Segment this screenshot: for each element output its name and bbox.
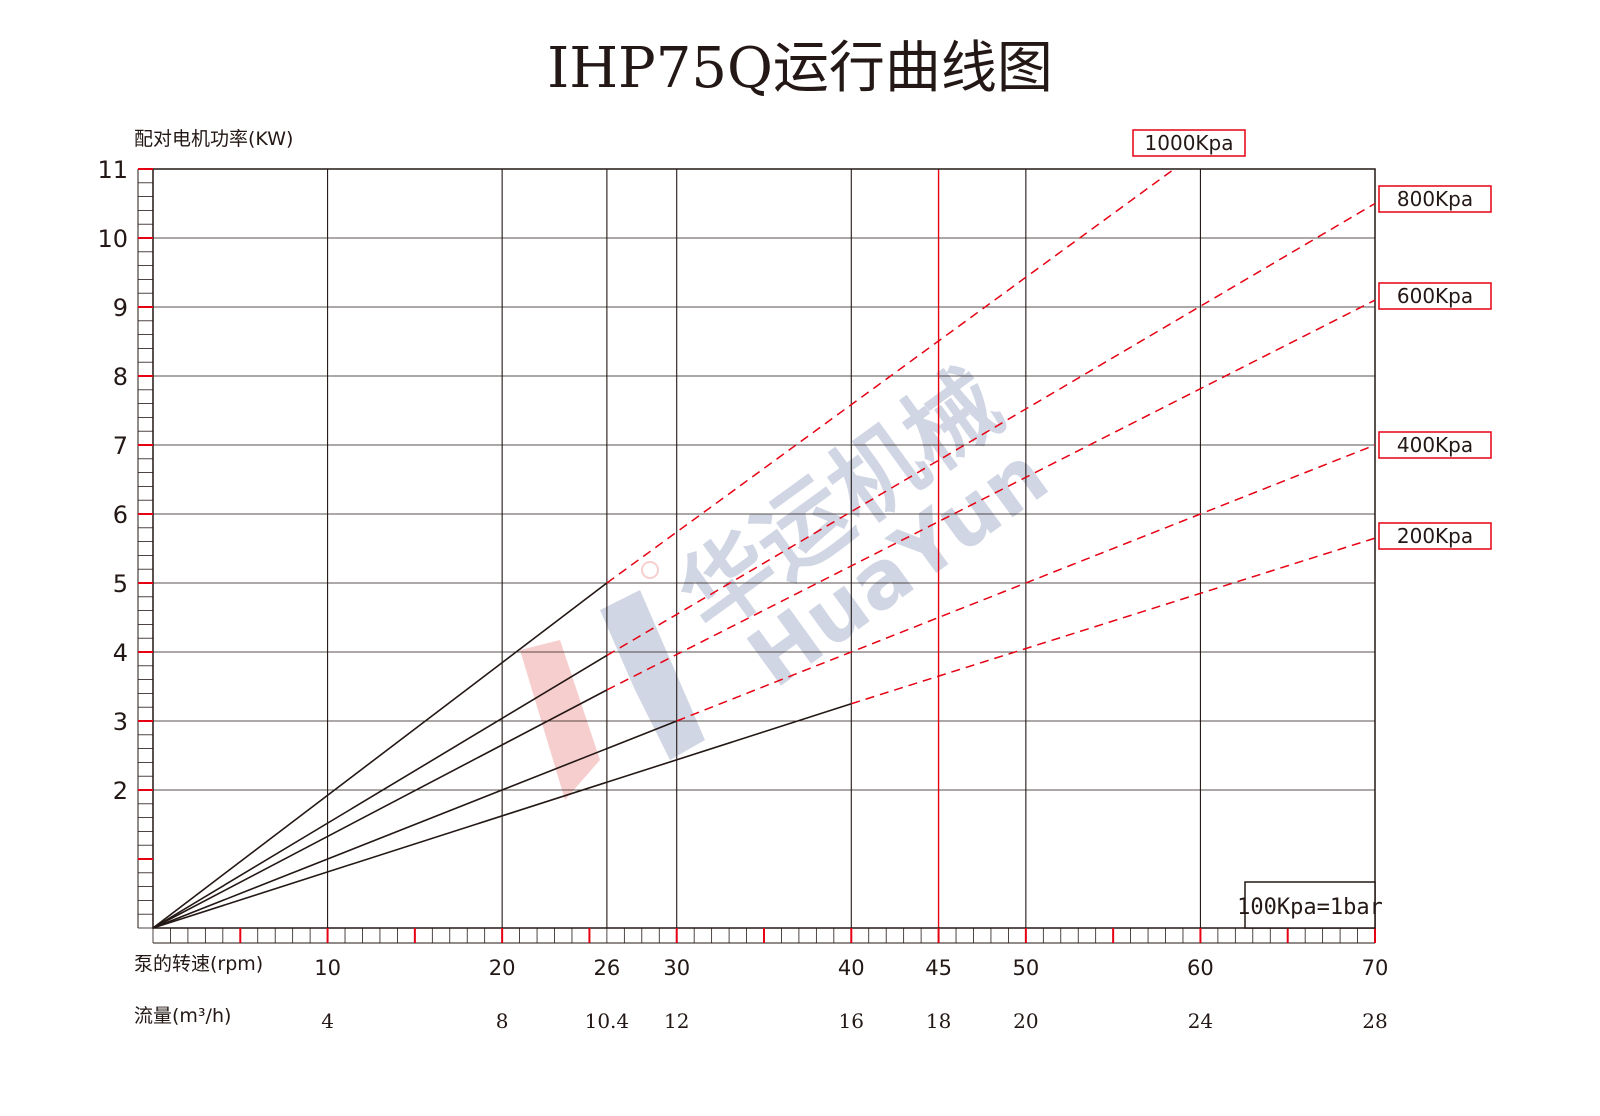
y-tick-label-9: 9 — [113, 294, 128, 322]
x-tick-label-60: 60 — [1187, 956, 1214, 980]
series-dashed-200Kpa — [851, 537, 1376, 705]
x-tick-label-20: 20 — [489, 956, 516, 980]
y-tick-label-4: 4 — [113, 639, 128, 667]
x-axis-label: 泵的转速(rpm) — [134, 953, 263, 975]
flow-tick-label-0: 4 — [321, 1009, 334, 1033]
series-solid-800Kpa — [152, 654, 608, 929]
pressure-label-600Kpa: 600Kpa — [1397, 284, 1473, 308]
flow-tick-label-4: 16 — [839, 1009, 864, 1033]
series-dashed-400Kpa — [676, 444, 1376, 722]
y-tick-label-8: 8 — [113, 363, 128, 391]
series-group — [152, 168, 1376, 929]
pressure-label-800Kpa: 800Kpa — [1397, 187, 1473, 211]
chart-title: IHP75Q运行曲线图 — [547, 36, 1053, 101]
y-tick-label-6: 6 — [113, 501, 128, 529]
unit-note: 100Kpa=1bar — [1237, 895, 1383, 920]
pressure-label-box-1000Kpa — [1132, 129, 1246, 157]
x-tick-label-45: 45 — [925, 956, 952, 980]
y-tick-label-7: 7 — [113, 432, 128, 460]
y-axis-label: 配对电机功率(KW) — [134, 128, 293, 150]
pressure-label-box-800Kpa — [1378, 185, 1492, 213]
series-dashed-1000Kpa — [606, 168, 1175, 584]
y-tick-label-10: 10 — [97, 225, 128, 253]
pressure-label-box-400Kpa — [1378, 431, 1492, 459]
pressure-label-box-600Kpa — [1378, 282, 1492, 310]
x-tick-label-26: 26 — [594, 956, 621, 980]
series-solid-600Kpa — [152, 689, 608, 929]
y-tick-label-2: 2 — [113, 777, 128, 805]
pressure-label-400Kpa: 400Kpa — [1397, 433, 1473, 457]
x-tick-label-10: 10 — [314, 956, 341, 980]
series-solid-200Kpa — [152, 702, 852, 929]
x-tick-label-40: 40 — [838, 956, 865, 980]
flow-tick-label-6: 20 — [1013, 1009, 1038, 1033]
registered-mark-icon — [641, 561, 659, 579]
y-tick-label-5: 5 — [113, 570, 128, 598]
unit-note-frame — [1244, 881, 1376, 929]
flow-tick-label-7: 24 — [1188, 1009, 1213, 1033]
series-dashed-800Kpa — [606, 202, 1376, 657]
series-solid-1000Kpa — [152, 582, 608, 929]
pressure-label-box-200Kpa — [1378, 522, 1492, 550]
pressure-label-200Kpa: 200Kpa — [1397, 524, 1473, 548]
flow-tick-label-1: 8 — [496, 1009, 509, 1033]
flow-tick-label-5: 18 — [926, 1009, 951, 1033]
grid — [153, 168, 1375, 928]
y-tick-label-11: 11 — [97, 156, 128, 184]
flow-tick-label-8: 28 — [1362, 1009, 1387, 1033]
unit-note-box: 100Kpa=1bar — [1237, 881, 1383, 929]
series-dashed-600Kpa — [606, 299, 1376, 691]
y-tick-label-3: 3 — [113, 708, 128, 736]
series-solid-400Kpa — [152, 720, 678, 929]
flow-tick-label-2: 10.4 — [585, 1009, 630, 1033]
x-tick-label-30: 30 — [663, 956, 690, 980]
x-tick-label-70: 70 — [1362, 956, 1389, 980]
flow-axis-label: 流量(m³/h) — [134, 1005, 231, 1027]
watermark: 华运机械 HuaYun — [520, 350, 1064, 800]
axes — [137, 168, 1376, 944]
x-tick-label-50: 50 — [1012, 956, 1039, 980]
pressure-label-1000Kpa: 1000Kpa — [1145, 131, 1234, 155]
logo-blue-stroke — [600, 590, 705, 760]
flow-tick-label-3: 12 — [664, 1009, 689, 1033]
logo-red-stroke — [520, 640, 600, 800]
